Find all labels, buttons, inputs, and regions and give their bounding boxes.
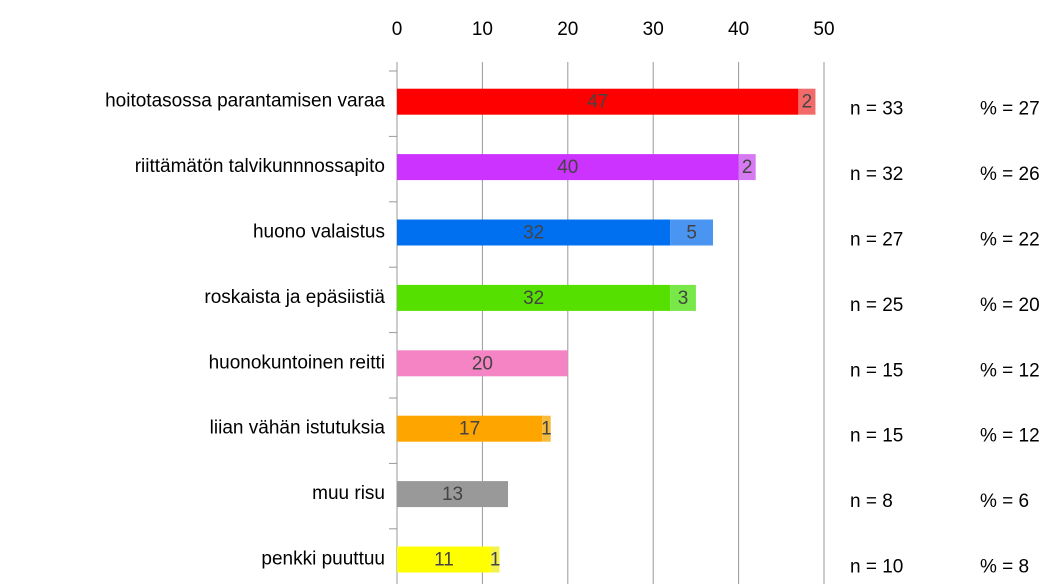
- data-label: 20: [472, 353, 493, 374]
- pct-label: % = 12: [980, 426, 1040, 447]
- pct-label: % = 22: [980, 230, 1040, 251]
- data-label: 32: [523, 223, 544, 244]
- bar-segment: [738, 154, 756, 181]
- n-label: n = 10: [850, 557, 903, 578]
- bar-segment: [798, 88, 816, 115]
- bar-segment: [542, 415, 551, 442]
- bar-segment: [397, 546, 491, 573]
- data-label: 11: [434, 550, 454, 571]
- bar-segment: [490, 546, 500, 573]
- data-label: 5: [686, 223, 697, 244]
- data-label: 17: [459, 419, 480, 440]
- n-label: n = 25: [850, 295, 903, 316]
- n-label: n = 8: [850, 491, 893, 512]
- pct-label: % = 27: [980, 99, 1040, 120]
- x-tick-label: 0: [392, 19, 403, 40]
- bar-segment: [397, 481, 509, 508]
- data-label: 1: [490, 550, 501, 571]
- n-label: n = 27: [850, 230, 903, 251]
- bar-segment: [670, 219, 713, 246]
- data-label: 1: [541, 419, 552, 440]
- n-label: n = 32: [850, 164, 903, 185]
- pct-label: % = 6: [980, 491, 1029, 512]
- bar-segment: [670, 284, 696, 311]
- n-label: n = 15: [850, 426, 903, 447]
- y-tick-label: riittämätön talvikunnnossapito: [135, 156, 385, 177]
- y-tick-label: liian vähän istutuksia: [210, 418, 386, 439]
- data-label: 3: [678, 288, 689, 309]
- x-tick-label: 50: [813, 19, 834, 40]
- n-label: n = 33: [850, 99, 903, 120]
- pct-label: % = 12: [980, 360, 1040, 381]
- x-tick-label: 10: [472, 19, 493, 40]
- bar-segment: [397, 415, 543, 442]
- y-tick-label: hoitotasossa parantamisen varaa: [105, 91, 385, 112]
- bar-segment: [397, 154, 739, 181]
- pct-label: % = 8: [980, 557, 1029, 578]
- data-label: 2: [802, 92, 813, 113]
- pct-label: % = 26: [980, 164, 1040, 185]
- x-tick-label: 20: [557, 19, 578, 40]
- bar-segment: [397, 284, 671, 311]
- data-label: 2: [742, 157, 753, 178]
- data-label: 47: [587, 92, 608, 113]
- n-label: n = 15: [850, 360, 903, 381]
- y-tick-label: huono valaistus: [253, 222, 385, 243]
- data-label: 40: [557, 157, 578, 178]
- pct-label: % = 20: [980, 295, 1040, 316]
- bar-segment: [397, 350, 568, 377]
- data-label: 13: [442, 484, 463, 505]
- y-tick-label: roskaista ja epäsiistiä: [204, 287, 385, 308]
- y-tick-label: penkki puuttuu: [261, 549, 385, 570]
- data-label: 32: [523, 288, 544, 309]
- bar-segment: [397, 219, 671, 246]
- y-tick-label: huonokuntoinen reitti: [209, 352, 385, 373]
- y-tick-label: muu risu: [312, 483, 385, 504]
- x-tick-label: 40: [728, 19, 749, 40]
- x-tick-label: 30: [643, 19, 664, 40]
- bar-segment: [397, 88, 799, 115]
